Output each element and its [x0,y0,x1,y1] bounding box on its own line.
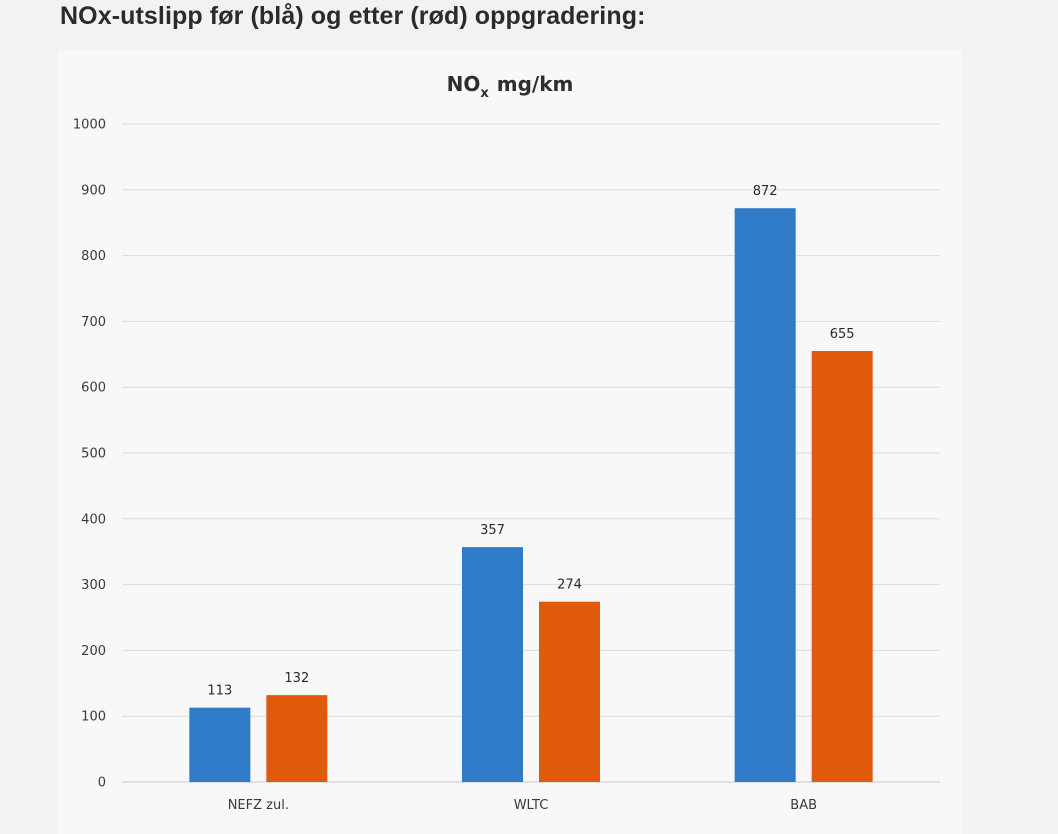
y-tick-label: 900 [81,183,106,198]
chart-title: NOx mg/km [58,72,962,101]
bar-chart: 0 100 200 300 400 500 600 700 800 900 1000 113 132 3… [73,118,940,813]
data-label: 872 [753,184,778,199]
x-category-label: WLTC [514,798,549,813]
bar [189,707,251,782]
y-tick-label: 600 [81,381,106,396]
chart-panel: NOx mg/km 0 100 200 300 400 500 600 700 800 900 10… [58,50,962,834]
data-label: 113 [207,684,232,699]
data-label: 132 [284,671,309,686]
x-category-label: NEFZ zul. [228,798,289,813]
bar [811,351,873,782]
x-axis-category-labels: NEFZ zul. WLTC BAB [228,798,817,813]
data-labels: 113 132 357 274 872 655 [207,184,854,698]
x-category-label: BAB [790,798,817,813]
y-tick-label: 500 [81,447,106,462]
y-tick-label: 800 [81,249,106,264]
chart-title-main: NO [446,72,481,96]
chart-title-unit: mg/km [489,72,574,96]
data-label: 357 [480,523,505,538]
bar [462,547,523,782]
bars [189,208,873,782]
gridlines [122,123,940,783]
bar [539,601,600,782]
y-tick-label: 0 [98,776,106,791]
y-tick-label: 200 [81,644,106,659]
data-label: 655 [830,327,855,342]
bar [734,208,796,782]
page-heading: NOx-utslipp før (blå) og etter (rød) opp… [60,2,646,30]
y-tick-label: 100 [81,710,106,725]
y-tick-label: 1000 [73,118,106,133]
y-tick-label: 700 [81,315,106,330]
bar [266,695,328,782]
chart-title-subscript: x [480,86,489,101]
y-tick-label: 300 [81,578,106,593]
y-axis-tick-labels: 0 100 200 300 400 500 600 700 800 900 1000 [73,118,106,791]
data-label: 274 [557,578,582,593]
y-tick-label: 400 [81,512,106,527]
